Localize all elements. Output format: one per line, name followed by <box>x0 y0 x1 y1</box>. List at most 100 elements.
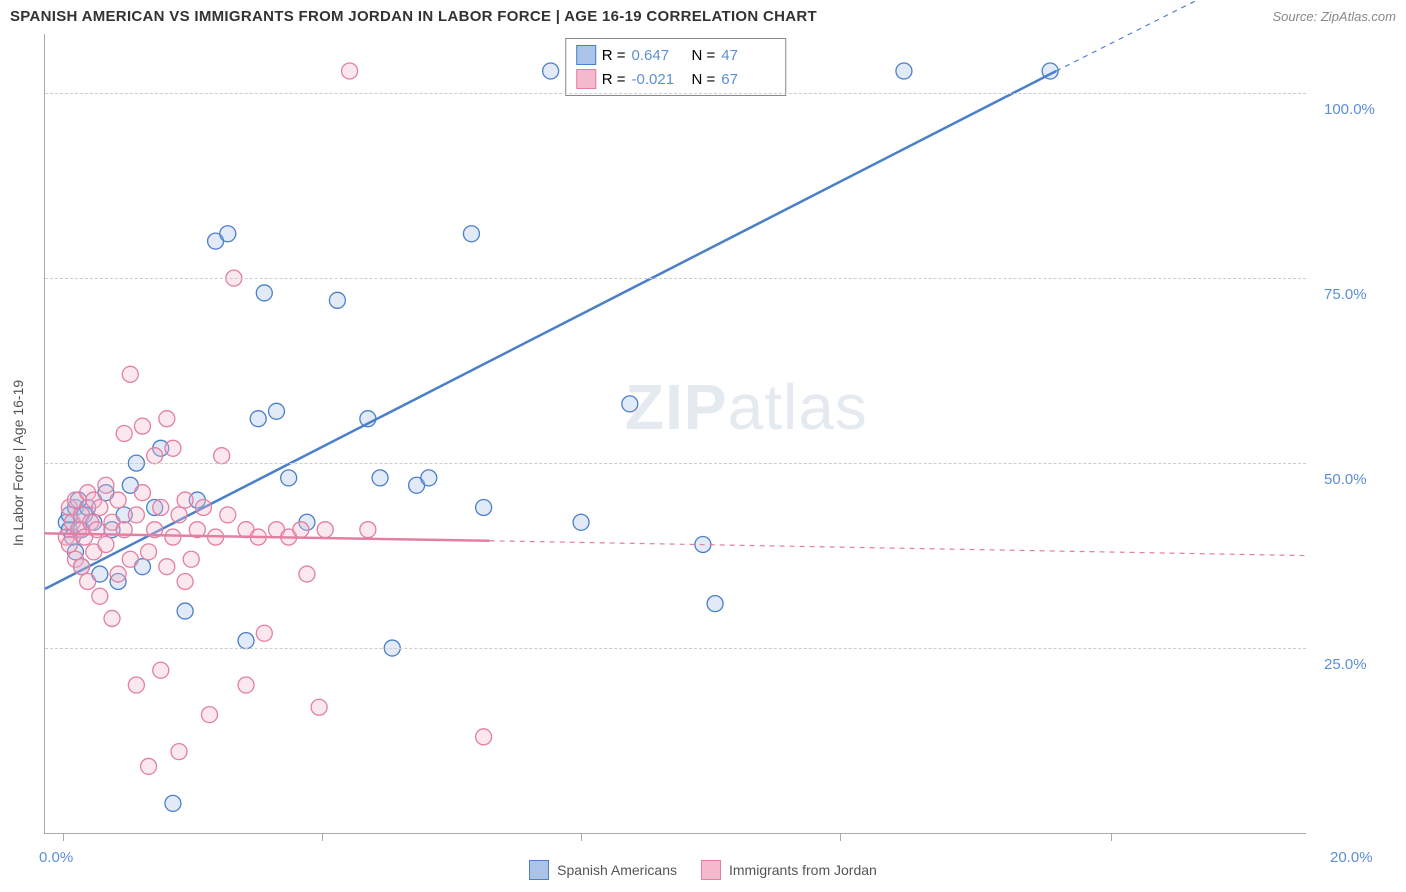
data-point <box>122 551 138 567</box>
data-point <box>110 566 126 582</box>
data-point <box>201 707 217 723</box>
data-point <box>165 529 181 545</box>
n-label: N = <box>692 47 716 64</box>
data-point <box>707 596 723 612</box>
y-axis-label: In Labor Force | Age 16-19 <box>10 380 26 546</box>
data-point <box>256 285 272 301</box>
data-point <box>342 63 358 79</box>
data-point <box>92 499 108 515</box>
data-point <box>476 729 492 745</box>
n-value-series-2: 67 <box>721 71 775 88</box>
source-prefix: Source: <box>1272 9 1320 24</box>
data-point <box>476 499 492 515</box>
data-point <box>463 226 479 242</box>
data-point <box>141 544 157 560</box>
r-value-series-1: 0.647 <box>632 47 686 64</box>
chart-container: SPANISH AMERICAN VS IMMIGRANTS FROM JORD… <box>0 0 1406 892</box>
r-label: R = <box>602 71 626 88</box>
data-point <box>220 226 236 242</box>
data-point <box>372 470 388 486</box>
stats-legend-box: R = 0.647 N = 47 R = -0.021 N = 67 <box>565 38 787 96</box>
trendline-extension <box>490 541 1306 556</box>
n-label: N = <box>692 71 716 88</box>
data-point <box>104 610 120 626</box>
data-point <box>177 492 193 508</box>
data-point <box>80 573 96 589</box>
source-attribution: Source: ZipAtlas.com <box>1272 9 1396 24</box>
source-name: ZipAtlas.com <box>1321 9 1396 24</box>
data-point <box>98 477 114 493</box>
y-tick-label: 100.0% <box>1324 101 1375 118</box>
data-point <box>159 411 175 427</box>
gridline-h <box>45 648 1306 649</box>
legend-item-series-2: Immigrants from Jordan <box>701 860 877 880</box>
data-point <box>311 699 327 715</box>
data-point <box>195 499 211 515</box>
x-tick <box>322 833 323 841</box>
data-point <box>329 292 345 308</box>
plot-svg <box>45 34 1306 833</box>
n-value-series-1: 47 <box>721 47 775 64</box>
legend-label-series-2: Immigrants from Jordan <box>729 862 877 878</box>
data-point <box>543 63 559 79</box>
data-point <box>116 426 132 442</box>
swatch-series-1 <box>576 45 596 65</box>
header: SPANISH AMERICAN VS IMMIGRANTS FROM JORD… <box>0 0 1406 32</box>
data-point <box>147 448 163 464</box>
data-point <box>153 662 169 678</box>
x-tick <box>840 833 841 841</box>
data-point <box>122 366 138 382</box>
data-point <box>74 559 90 575</box>
data-point <box>110 492 126 508</box>
data-point <box>134 418 150 434</box>
data-point <box>281 470 297 486</box>
data-point <box>421 470 437 486</box>
plot-area: ZIPatlas R = 0.647 N = 47 R = -0.021 N =… <box>44 34 1306 834</box>
data-point <box>171 507 187 523</box>
y-tick-label: 75.0% <box>1324 286 1367 303</box>
x-tick <box>63 833 64 841</box>
data-point <box>214 448 230 464</box>
data-point <box>896 63 912 79</box>
y-tick-label: 25.0% <box>1324 656 1367 673</box>
data-point <box>238 677 254 693</box>
bottom-legend: Spanish Americans Immigrants from Jordan <box>0 860 1406 880</box>
data-point <box>153 499 169 515</box>
data-point <box>250 411 266 427</box>
data-point <box>238 633 254 649</box>
legend-item-series-1: Spanish Americans <box>529 860 677 880</box>
data-point <box>61 536 77 552</box>
data-point <box>171 744 187 760</box>
data-point <box>268 403 284 419</box>
data-point <box>134 485 150 501</box>
legend-swatch-series-1 <box>529 860 549 880</box>
stats-row-series-1: R = 0.647 N = 47 <box>576 43 776 67</box>
data-point <box>92 588 108 604</box>
y-tick-label: 50.0% <box>1324 471 1367 488</box>
r-value-series-2: -0.021 <box>632 71 686 88</box>
data-point <box>177 573 193 589</box>
data-point <box>177 603 193 619</box>
data-point <box>220 507 236 523</box>
data-point <box>293 522 309 538</box>
x-tick <box>1111 833 1112 841</box>
gridline-h <box>45 278 1306 279</box>
data-point <box>165 440 181 456</box>
data-point <box>317 522 333 538</box>
legend-label-series-1: Spanish Americans <box>557 862 677 878</box>
chart-area: In Labor Force | Age 16-19 ZIPatlas R = … <box>0 34 1406 892</box>
x-tick <box>581 833 582 841</box>
data-point <box>183 551 199 567</box>
data-point <box>165 795 181 811</box>
data-point <box>128 677 144 693</box>
data-point <box>622 396 638 412</box>
gridline-h <box>45 463 1306 464</box>
data-point <box>141 758 157 774</box>
stats-row-series-2: R = -0.021 N = 67 <box>576 67 776 91</box>
data-point <box>299 566 315 582</box>
data-point <box>573 514 589 530</box>
data-point <box>98 536 114 552</box>
gridline-h <box>45 93 1306 94</box>
data-point <box>256 625 272 641</box>
swatch-series-2 <box>576 69 596 89</box>
